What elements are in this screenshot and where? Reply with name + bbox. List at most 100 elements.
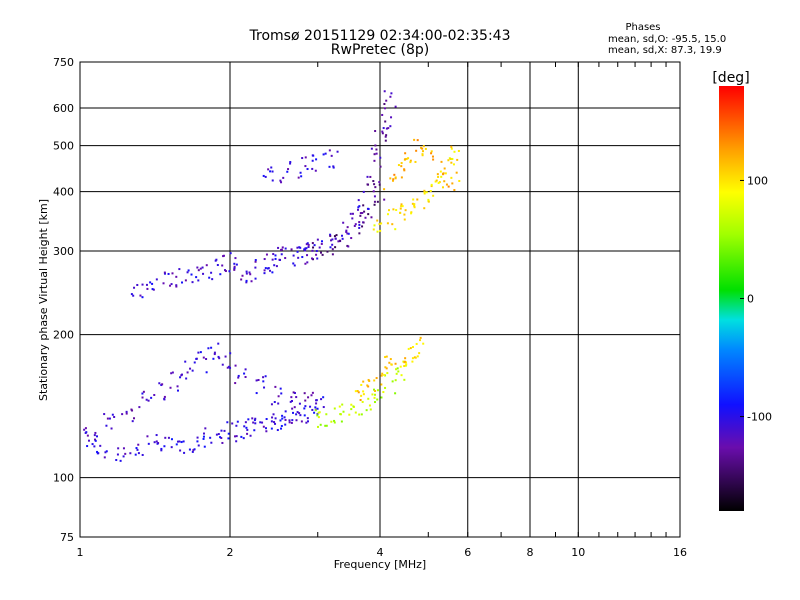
data-point	[229, 252, 232, 255]
data-point	[250, 280, 253, 283]
data-point	[141, 392, 144, 395]
data-point	[217, 355, 220, 358]
data-point	[273, 401, 276, 404]
data-point	[160, 447, 163, 450]
data-point	[378, 223, 381, 226]
data-point	[362, 204, 365, 207]
data-point	[130, 293, 133, 296]
data-point	[458, 179, 461, 182]
data-point	[247, 418, 250, 421]
data-point	[378, 183, 381, 186]
data-point	[403, 365, 406, 368]
data-point	[324, 424, 327, 427]
stats-line-o: mean, sd,O: -95.5, 15.0	[608, 34, 726, 45]
data-point	[436, 173, 439, 176]
data-point	[279, 387, 282, 390]
data-point	[450, 147, 453, 150]
data-point	[219, 273, 222, 276]
data-point	[245, 426, 248, 429]
data-point	[193, 361, 196, 364]
data-point	[305, 247, 308, 250]
data-point	[255, 392, 258, 395]
data-point	[212, 357, 215, 360]
data-point	[421, 153, 424, 156]
data-point	[175, 285, 178, 288]
data-point	[400, 374, 403, 377]
data-point	[376, 398, 379, 401]
data-point	[317, 416, 320, 419]
data-point	[311, 408, 314, 411]
data-point	[391, 179, 394, 182]
data-point	[312, 258, 315, 261]
data-point	[254, 422, 257, 425]
data-point	[382, 127, 385, 130]
data-point	[423, 207, 426, 210]
data-point	[178, 268, 181, 271]
data-point	[369, 175, 372, 178]
x-tick-label: 8	[527, 546, 534, 559]
data-point	[113, 415, 116, 418]
data-point	[427, 200, 430, 203]
data-point	[440, 175, 443, 178]
data-point	[456, 158, 459, 161]
data-point	[372, 228, 375, 231]
data-point	[121, 413, 124, 416]
data-point	[451, 157, 454, 160]
data-point	[421, 154, 424, 157]
data-point	[195, 276, 198, 279]
data-point	[267, 168, 270, 171]
data-point	[184, 360, 187, 363]
data-point	[345, 229, 348, 232]
data-point	[312, 246, 315, 249]
data-point	[219, 436, 222, 439]
data-point	[385, 367, 388, 370]
data-point	[328, 149, 331, 152]
data-point	[176, 385, 179, 388]
data-point	[254, 277, 257, 280]
data-point	[373, 195, 376, 198]
data-point	[306, 261, 309, 264]
data-point	[292, 411, 295, 414]
data-point	[350, 403, 353, 406]
data-point	[357, 206, 360, 209]
data-point	[167, 272, 170, 275]
data-point	[380, 222, 383, 225]
data-point	[235, 440, 238, 443]
data-point	[389, 177, 392, 180]
data-point	[384, 107, 387, 110]
data-point	[196, 436, 199, 439]
data-point	[387, 127, 390, 130]
data-point	[404, 364, 407, 367]
data-point	[178, 440, 181, 443]
data-point	[183, 451, 186, 454]
data-point	[169, 386, 172, 389]
data-point	[300, 420, 303, 423]
data-point	[404, 209, 407, 212]
data-point	[199, 267, 202, 270]
data-point	[196, 440, 199, 443]
data-point	[330, 239, 333, 242]
data-point	[384, 135, 387, 138]
data-point	[322, 153, 325, 156]
data-point	[282, 176, 285, 179]
data-point	[379, 229, 382, 232]
data-point	[383, 103, 386, 106]
chart-title: Tromsø 20151129 02:34:00-02:35:43	[249, 28, 511, 44]
data-point	[410, 211, 413, 214]
data-point	[378, 181, 381, 184]
data-point	[117, 447, 120, 450]
data-point	[170, 283, 173, 286]
data-point	[457, 149, 460, 152]
data-point	[322, 396, 325, 399]
data-point	[245, 270, 248, 273]
data-point	[147, 442, 150, 445]
data-point	[299, 246, 302, 249]
data-point	[273, 421, 276, 424]
data-point	[86, 445, 89, 448]
data-point	[136, 448, 139, 451]
data-point	[175, 275, 178, 278]
data-point	[284, 410, 287, 413]
data-point	[373, 159, 376, 162]
data-point	[342, 221, 345, 224]
data-point	[358, 413, 361, 416]
